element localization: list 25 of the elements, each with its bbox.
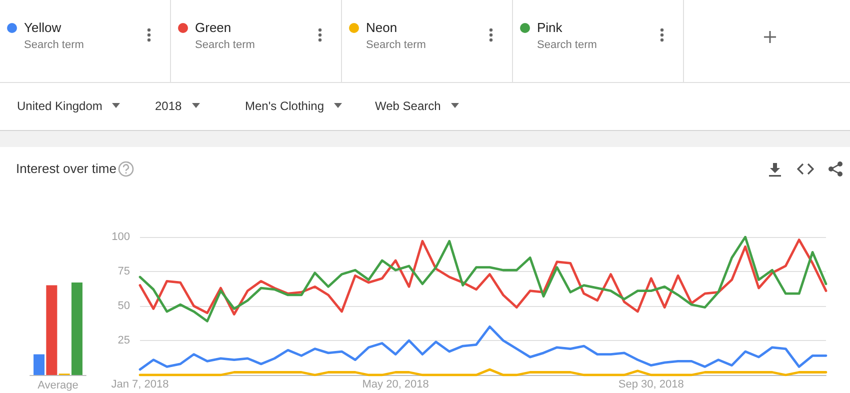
x-tick-label: Sep 30, 2018 [618,378,684,390]
y-tick-label: 25 [118,334,130,346]
y-tick-label: 50 [118,300,130,312]
legend-label: Neon [366,20,398,35]
y-tick-label: 75 [118,266,130,278]
text: 2018 [155,99,182,113]
text: Search term [537,39,597,51]
text: Men's Clothing [245,99,324,113]
bar [46,285,58,375]
chart-title: Interest over time [16,161,116,176]
text: Search term [195,39,255,51]
text: Search term [366,39,426,51]
legend-label: Pink [537,20,562,35]
x-tick-label: May 20, 2018 [362,378,429,390]
x-tick-label: Jan 7, 2018 [111,378,169,390]
legend-label: Yellow [24,20,62,35]
text: United Kingdom [17,99,102,113]
text: Web Search [375,99,441,113]
x-tick-label: Average [38,380,78,392]
bar [71,282,82,375]
line-series [138,326,828,371]
y-tick-label: 100 [112,231,130,243]
legend-label: Green [195,20,232,35]
bar [34,354,45,375]
text: Search term [24,39,84,51]
